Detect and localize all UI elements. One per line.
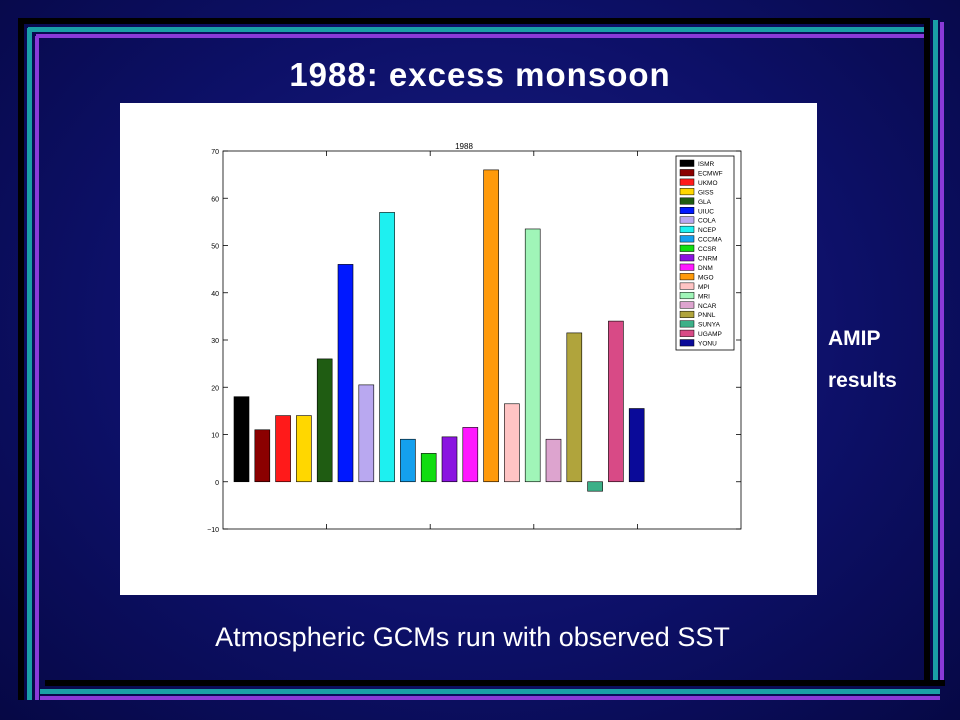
bar-cccma [400, 438, 416, 483]
frame-line-bottom-purple [40, 696, 940, 700]
bars [233, 169, 645, 492]
legend-label: SUNYA [698, 322, 721, 329]
y-tick-label: 70 [211, 149, 219, 156]
bar-cnrm [441, 436, 458, 483]
y-tick-label: 60 [211, 196, 219, 203]
legend-label: ISMR [698, 161, 715, 168]
legend-label: UGAMP [698, 331, 722, 338]
legend-label: GLA [698, 199, 712, 206]
frame-line-left-teal [27, 28, 32, 700]
legend-swatch [679, 225, 695, 233]
legend-label: MPI [698, 284, 710, 291]
legend-swatch [679, 235, 695, 243]
bar-uiuc [337, 264, 354, 483]
legend-swatch [679, 254, 695, 262]
legend-label: UIUC [698, 208, 714, 215]
slide-title: 1988: excess monsoon [289, 56, 671, 93]
frame-line-left-black [18, 18, 24, 700]
frame-line-top-purple [36, 34, 926, 38]
bar-dnm [462, 427, 479, 483]
y-axis: −10 0 10 20 30 40 50 60 70 [207, 149, 741, 534]
legend-swatch [679, 310, 695, 318]
bar-cola [358, 384, 375, 483]
legend-label: CCSR [698, 246, 717, 253]
bar-ugamp [608, 320, 624, 483]
side-note-line2: results [828, 369, 897, 392]
bar-yonu [628, 408, 645, 483]
y-tick-label: −10 [207, 527, 219, 534]
bar-ccsr [420, 453, 437, 483]
bar-giss [296, 415, 312, 483]
legend-label: MRI [698, 293, 710, 300]
legend-label: YONU [698, 341, 717, 348]
legend-label: CNRM [698, 256, 718, 263]
legend-swatch [679, 273, 695, 281]
bar-mgo [483, 169, 499, 483]
legend-label: PNNL [698, 312, 716, 319]
legend-swatch [679, 292, 695, 300]
legend-label: NCEP [698, 227, 716, 234]
legend-label: COLA [698, 218, 716, 225]
chart-panel: 1988 −10 0 10 20 30 40 50 60 70 ISMR ECMWF UKMO GIS… [120, 103, 817, 595]
legend-swatch [679, 263, 695, 271]
y-tick-label: 40 [211, 291, 219, 298]
legend-swatch [679, 197, 695, 205]
bar-ncar [545, 438, 562, 483]
bar-ecmwf [254, 429, 271, 483]
bar-ukmo [275, 415, 291, 483]
legend-swatch [679, 301, 695, 309]
legend-label: UKMO [698, 180, 718, 187]
frame-line-top-black [18, 18, 926, 24]
legend-swatch [679, 159, 695, 167]
side-note-line1: AMIP [828, 327, 881, 350]
legend-label: CCCMA [698, 237, 722, 244]
frame-line-bottom-black [45, 680, 945, 686]
legend-swatch [679, 244, 695, 252]
legend-swatch [679, 178, 695, 186]
bar-ismr [233, 396, 250, 483]
frame-line-top-teal [28, 27, 926, 32]
frame-line-right-black [924, 18, 930, 683]
legend-label: GISS [698, 189, 714, 196]
y-tick-label: 30 [211, 338, 219, 345]
y-tick-label: 10 [211, 433, 219, 440]
legend-label: ECMWF [698, 170, 723, 177]
bar-chart: 1988 −10 0 10 20 30 40 50 60 70 ISMR ECMWF UKMO GIS… [207, 142, 742, 534]
bar-mpi [504, 403, 520, 483]
frame-line-left-purple [35, 36, 39, 700]
frame-line-right-teal [933, 20, 938, 683]
side-note: AMIP results [828, 318, 897, 402]
bar-gla [316, 358, 333, 483]
frame-line-right-purple [940, 22, 944, 683]
legend-label: NCAR [698, 303, 717, 310]
legend-label: DNM [698, 265, 713, 272]
chart-legend: ISMR ECMWF UKMO GISS GLA UIUC COLA NCEP CCCMA CCS… [675, 155, 735, 351]
legend-swatch [679, 282, 695, 290]
bar-mri [524, 228, 541, 483]
bar-pnnl [566, 332, 583, 483]
slide-caption: Atmospheric GCMs run with observed SST [215, 622, 730, 652]
legend-swatch [679, 339, 695, 347]
legend-swatch [679, 207, 695, 214]
legend-swatch [679, 216, 695, 224]
legend-swatch [679, 320, 695, 328]
y-tick-label: 0 [215, 480, 219, 487]
bar-sunya [587, 481, 603, 492]
legend-swatch [679, 188, 695, 196]
legend-swatch [679, 329, 695, 337]
frame-line-bottom-teal [40, 689, 940, 694]
y-tick-label: 20 [211, 385, 219, 392]
legend-swatch [679, 169, 695, 177]
bar-ncep [379, 212, 395, 483]
chart-title: 1988 [455, 142, 473, 151]
legend-label: MGO [698, 274, 714, 281]
y-tick-label: 50 [211, 244, 219, 251]
